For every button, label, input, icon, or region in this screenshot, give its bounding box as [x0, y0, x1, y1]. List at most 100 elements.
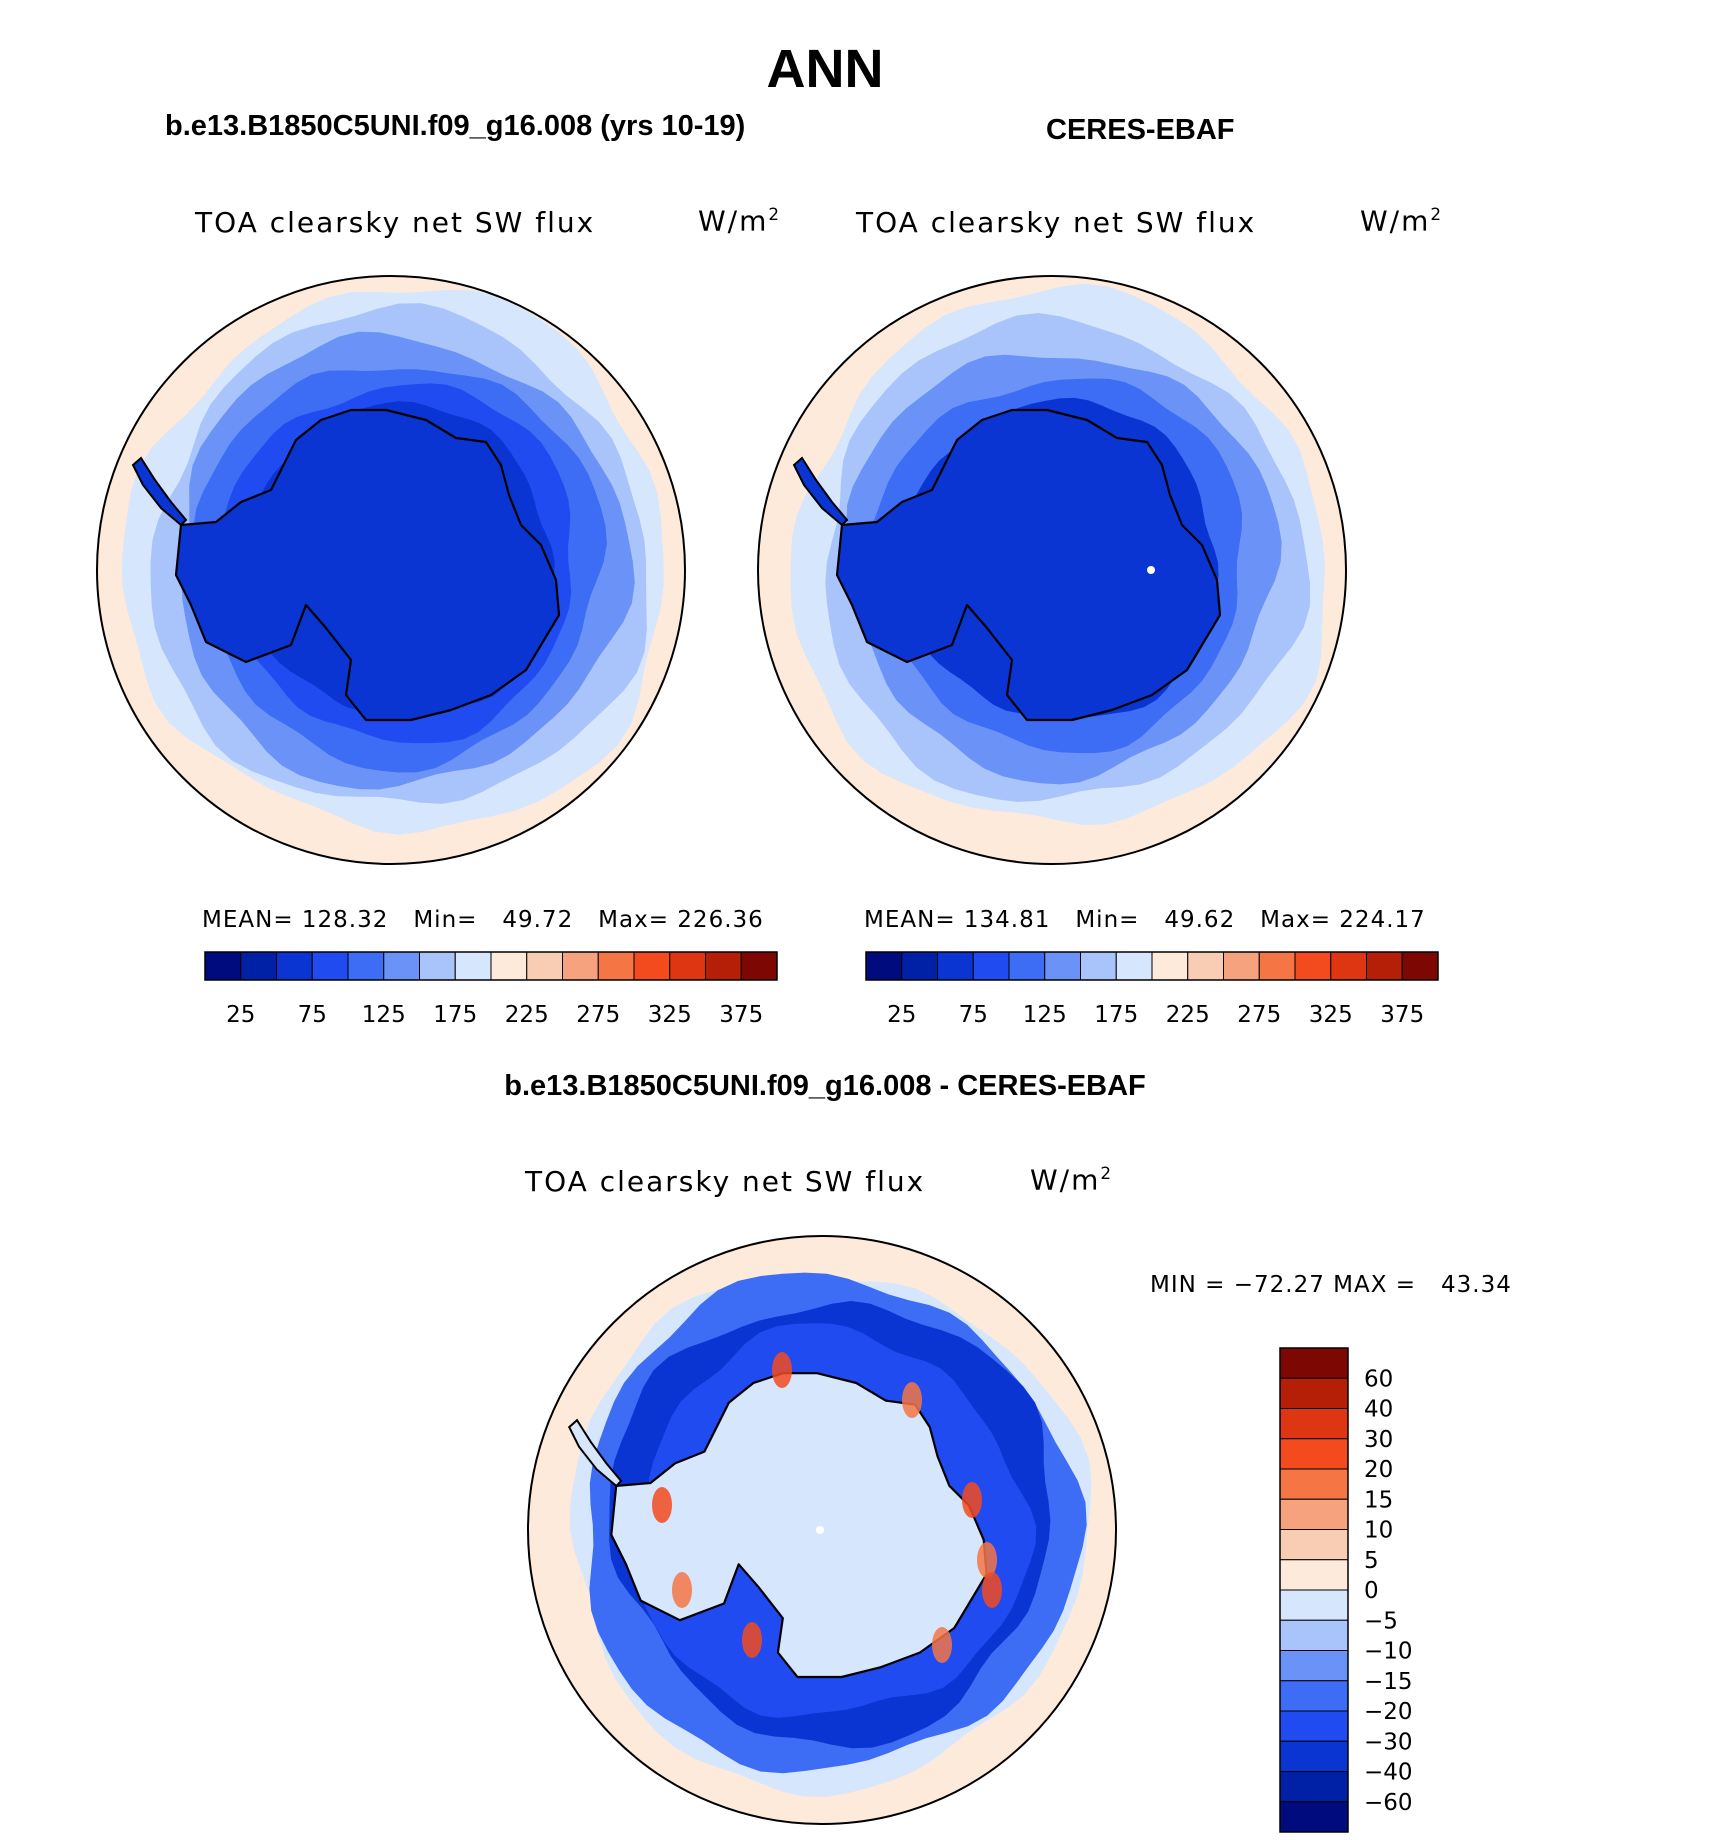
left-colorbar-tick-label: 175	[433, 1002, 477, 1028]
right-colorbar: 25 75 125 175 225 275 325 375	[865, 951, 1439, 1028]
right-colorbar-tick-label: 325	[1309, 1002, 1353, 1028]
difference-colorbar-tick-label: −5	[1364, 1608, 1398, 1634]
right-colorbar-swatch	[865, 951, 903, 981]
difference-coastal-hotspot	[977, 1542, 997, 1578]
difference-colorbar-tick-label: 60	[1364, 1366, 1393, 1392]
difference-pole-dot	[816, 1526, 824, 1534]
left-colorbar-swatch	[311, 951, 349, 981]
difference-colorbar-swatch	[1279, 1650, 1349, 1682]
right-colorbar-swatch	[1294, 951, 1332, 981]
right-colorbar-tick-label: 175	[1094, 1002, 1138, 1028]
difference-colorbar-tick-label: −30	[1364, 1729, 1413, 1755]
left-colorbar-swatch	[454, 951, 492, 981]
difference-colorbar-frame	[1279, 1347, 1349, 1833]
difference-colorbar-tick-label: 15	[1364, 1487, 1393, 1513]
left-colorbar-tick-label: 125	[362, 1002, 406, 1028]
left-colorbar-tick-label: 225	[505, 1002, 549, 1028]
difference-coastal-hotspot	[772, 1352, 792, 1388]
left-colorbar-swatch	[740, 951, 778, 981]
right-colorbar-swatch	[1258, 951, 1296, 981]
difference-colorbar-swatch	[1279, 1408, 1349, 1440]
right-colorbar-swatch	[1330, 951, 1367, 981]
right-colorbar-swatch	[1044, 951, 1081, 981]
right-colorbar-swatch	[1187, 951, 1224, 981]
right-units-label: W/m2	[1360, 204, 1444, 238]
right-pole-dot	[1147, 566, 1155, 574]
left-colorbar-frame	[204, 951, 778, 981]
right-stats: MEAN= 134.81 Min= 49.62 Max= 224.17	[864, 907, 1426, 933]
left-colorbar-swatch	[490, 951, 528, 981]
difference-coastal-hotspot	[932, 1627, 952, 1663]
difference-colorbar-tick-label: 40	[1364, 1397, 1393, 1423]
difference-coastal-hotspot	[672, 1572, 692, 1608]
right-colorbar-swatch	[1223, 951, 1260, 981]
right-colorbar-swatch	[901, 951, 938, 981]
right-colorbar-swatch	[1366, 951, 1403, 981]
right-colorbar-swatch	[1151, 951, 1189, 981]
right-colorbar-swatch	[1008, 951, 1046, 981]
left-colorbar-swatch	[526, 951, 563, 981]
difference-colorbar-swatch	[1279, 1771, 1349, 1803]
left-colorbar-swatch	[562, 951, 599, 981]
right-colorbar-tick-label: 125	[1023, 1002, 1067, 1028]
left-colorbar-swatch	[240, 951, 277, 981]
difference-colorbar-swatch	[1279, 1438, 1349, 1470]
left-colorbar-swatch	[669, 951, 706, 981]
left-colorbar-swatch	[204, 951, 242, 981]
difference-colorbar-tick-label: 10	[1364, 1518, 1393, 1544]
left-map-boundary	[96, 275, 686, 865]
difference-coastal-hotspot	[902, 1382, 922, 1418]
left-stats: MEAN= 128.32 Min= 49.72 Max= 226.36	[202, 907, 764, 933]
difference-colorbar-swatch	[1279, 1710, 1349, 1742]
left-map	[96, 275, 686, 865]
right-colorbar-frame	[865, 951, 1439, 981]
difference-colorbar-tick-label: −60	[1364, 1790, 1413, 1816]
difference-colorbar-tick-label: −10	[1364, 1639, 1413, 1665]
difference-coastal-hotspot	[652, 1487, 672, 1523]
left-colorbar-tick-label: 375	[719, 1002, 763, 1028]
difference-colorbar-swatch	[1279, 1377, 1349, 1409]
left-colorbar-tick-label: 25	[226, 1002, 255, 1028]
left-colorbar-tick-label: 275	[576, 1002, 620, 1028]
right-colorbar-tick-label: 275	[1237, 1002, 1281, 1028]
left-colorbar-swatch	[276, 951, 313, 981]
difference-colorbar-tick-label: −40	[1364, 1760, 1413, 1786]
difference-colorbar-tick-label: −15	[1364, 1669, 1413, 1695]
right-panel-title: CERES-EBAF	[1046, 114, 1235, 146]
difference-colorbar-swatch	[1279, 1589, 1349, 1621]
right-colorbar-swatch	[1080, 951, 1117, 981]
left-colorbar-swatch	[705, 951, 742, 981]
difference-colorbar-swatch	[1279, 1559, 1349, 1591]
difference-coastal-hotspot	[962, 1482, 982, 1518]
left-panel-title: b.e13.B1850C5UNI.f09_g16.008 (yrs 10-19)	[165, 110, 746, 142]
left-colorbar: 25 75 125 175 225 275 325 375	[204, 951, 778, 1028]
left-colorbar-tick-label: 325	[648, 1002, 692, 1028]
difference-colorbar-swatch	[1279, 1347, 1349, 1379]
right-colorbar-swatch	[1401, 951, 1439, 981]
right-peninsula-outline	[792, 456, 849, 527]
left-colorbar-swatch	[597, 951, 635, 981]
left-units-label: W/m2	[698, 204, 782, 238]
right-colorbar-tick-label: 75	[959, 1002, 988, 1028]
difference-colorbar-tick-label: 30	[1364, 1427, 1393, 1453]
difference-colorbar-swatch	[1279, 1680, 1349, 1712]
left-colorbar-swatch	[383, 951, 420, 981]
difference-colorbar: 60 40 30 20 15 10 5 0 −5 −10 −15 −20 −30 −40 −60	[1279, 1347, 1413, 1833]
difference-panel-title: b.e13.B1850C5UNI.f09_g16.008 - CERES-EBA…	[504, 1070, 1146, 1102]
left-peninsula-outline	[131, 456, 188, 527]
difference-peninsula-outline	[567, 1418, 623, 1488]
left-colorbar-swatch	[347, 951, 385, 981]
difference-map-boundary	[527, 1235, 1117, 1825]
left-colorbar-tick-label: 75	[298, 1002, 327, 1028]
difference-coastal-hotspot	[982, 1572, 1002, 1608]
difference-colorbar-swatch	[1279, 1468, 1349, 1500]
difference-coastal-hotspot	[742, 1622, 762, 1658]
difference-colorbar-tick-label: 20	[1364, 1457, 1393, 1483]
difference-stats: MIN = −72.27 MAX = 43.34	[1150, 1272, 1512, 1298]
left-variable-label: TOA clearsky net SW flux	[195, 206, 596, 239]
right-map-boundary	[757, 275, 1347, 865]
difference-units-label: W/m2	[1030, 1163, 1114, 1197]
difference-colorbar-tick-label: −20	[1364, 1699, 1413, 1725]
difference-colorbar-swatch	[1279, 1801, 1349, 1833]
difference-colorbar-tick-label: 5	[1364, 1548, 1379, 1574]
